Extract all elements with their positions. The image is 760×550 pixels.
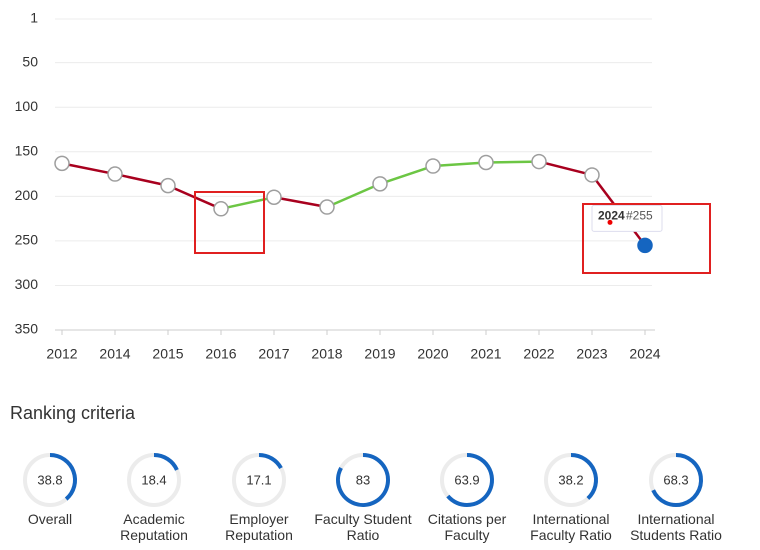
gauge-arc: [570, 453, 598, 500]
tooltip-dot: [607, 219, 613, 225]
x-tick-label: 2021: [470, 346, 501, 362]
gauge-label: Academic Reputation: [120, 511, 188, 543]
point: [478, 154, 494, 171]
gauge-label: Faculty Student Ratio: [314, 511, 412, 543]
highlight-point: [637, 237, 653, 254]
point: [531, 153, 547, 170]
y-tick-label: 200: [15, 187, 39, 203]
gauge-value: 18.4: [141, 472, 166, 487]
line-segment: [114, 172, 169, 187]
x-tick-label: 2020: [417, 346, 448, 362]
point: [160, 177, 176, 194]
gauge-value: 17.1: [246, 472, 271, 487]
point: [266, 189, 282, 205]
gauge-arc: [49, 453, 77, 501]
x-tick-label: 2016: [205, 346, 236, 362]
gauge-value: 38.8: [37, 472, 62, 487]
point: [425, 158, 441, 174]
tooltip: 2024 #255: [591, 204, 663, 232]
x-tick-label: 2015: [152, 346, 183, 362]
highlight-frame: [582, 203, 711, 274]
point: [319, 199, 335, 215]
x-tick-label: 2019: [364, 346, 395, 362]
gauge-label: Overall: [27, 511, 73, 527]
y-tick-label: 300: [15, 276, 39, 292]
tooltip-box: [591, 204, 663, 232]
tooltip-value: #255: [626, 209, 653, 223]
gauge-arc: [258, 453, 283, 470]
point: [584, 167, 600, 183]
gauge-label: Employer Reputation: [225, 511, 293, 543]
x-tick-label: 2014: [99, 346, 130, 362]
gauge-label: Citations per Faculty: [427, 511, 507, 543]
highlight-frame: [194, 191, 265, 254]
y-tick-label: 250: [15, 232, 39, 248]
gauge-arc: [651, 453, 703, 507]
line-segment: [485, 160, 540, 164]
point: [213, 201, 229, 217]
y-tick-label: 1: [30, 10, 38, 26]
y-tick-label: 150: [15, 142, 39, 158]
line-segment: [379, 164, 434, 186]
gauge-label: International Faculty Ratio: [530, 511, 612, 543]
y-tick-label: 100: [15, 98, 39, 114]
point: [107, 166, 123, 182]
line-segment: [432, 161, 487, 168]
line-segment: [61, 162, 116, 176]
gauge-value: 38.2: [558, 472, 583, 487]
x-tick-label: 2012: [46, 346, 77, 362]
section-title: Ranking criteria: [10, 403, 136, 423]
point: [54, 155, 70, 172]
x-tick-label: 2023: [576, 346, 607, 362]
x-tick-label: 2017: [258, 346, 289, 362]
line-segment: [220, 196, 275, 211]
line-segment: [538, 160, 593, 177]
point: [372, 176, 388, 192]
tooltip-year: 2024: [598, 209, 625, 223]
y-tick-label: 50: [22, 53, 38, 69]
gauge-arc: [336, 453, 390, 507]
x-tick-label: 2024: [629, 346, 660, 362]
y-tick-label: 350: [15, 321, 39, 337]
gauge-value: 68.3: [663, 472, 688, 487]
x-tick-label: 2022: [523, 346, 554, 362]
gauge-arc: [446, 453, 494, 507]
gauge-label: International Students Ratio: [630, 511, 722, 543]
line-segment: [273, 195, 328, 209]
gauge-value: 83: [356, 472, 370, 487]
gauge-value: 63.9: [454, 472, 479, 487]
gauge-arc: [153, 453, 179, 471]
x-tick-label: 2018: [311, 346, 342, 362]
line-segment: [326, 182, 381, 209]
